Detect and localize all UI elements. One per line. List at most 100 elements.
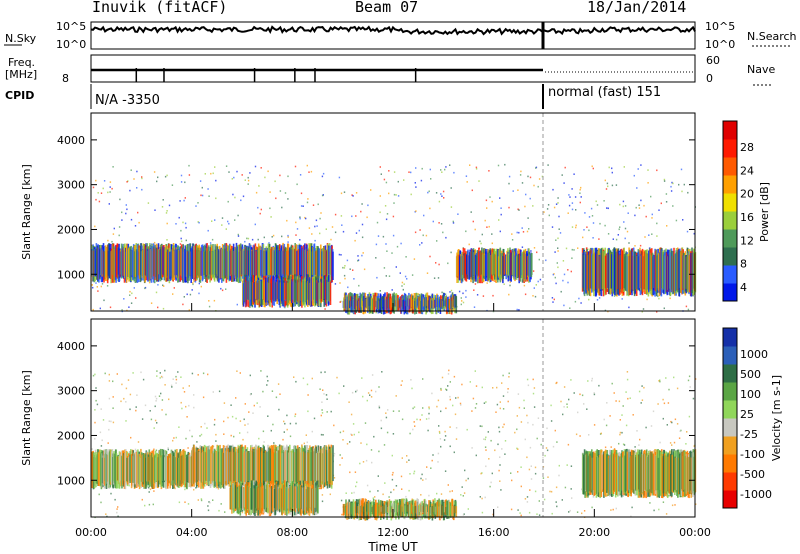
echo-pixel [618, 442, 620, 445]
echo-pixel [618, 400, 621, 403]
echo-pixel [166, 174, 168, 177]
echo-pixel [559, 232, 562, 234]
echo-pixel [175, 375, 177, 378]
echo-pixel [590, 207, 593, 210]
echo-column [365, 504, 368, 520]
echo-pixel [362, 461, 365, 463]
echo-pixel [121, 211, 123, 214]
echo-pixel [638, 204, 640, 206]
echo-pixel [381, 371, 383, 373]
echo-column [362, 498, 364, 515]
echo-pixel [566, 403, 568, 405]
echo-pixel [371, 461, 373, 464]
echo-pixel [412, 428, 414, 431]
echo-pixel [527, 384, 530, 387]
echo-pixel [666, 424, 668, 426]
echo-pixel [386, 213, 389, 215]
echo-pixel [207, 229, 209, 232]
echo-pixel [94, 225, 96, 228]
echo-pixel [180, 237, 182, 240]
echo-pixel [395, 485, 398, 487]
echo-pixel [208, 305, 211, 308]
echo-pixel [534, 490, 537, 493]
nsky-label: N.Sky [5, 32, 37, 45]
echo-pixel [155, 291, 158, 294]
echo-pixel [439, 432, 441, 434]
echo-pixel [217, 487, 220, 490]
echo-pixel [567, 281, 569, 284]
echo-pixel [421, 473, 423, 476]
echo-pixel [484, 446, 487, 448]
echo-pixel [650, 425, 653, 427]
echo-pixel [582, 236, 584, 239]
echo-pixel [579, 435, 581, 437]
echo-pixel [249, 374, 251, 377]
echo-pixel [262, 390, 264, 393]
echo-pixel [237, 214, 239, 217]
echo-pixel [155, 449, 158, 452]
echo-pixel [401, 285, 403, 287]
echo-pixel [125, 204, 127, 206]
echo-pixel [395, 266, 397, 268]
echo-pixel [182, 221, 184, 224]
echo-pixel [557, 237, 559, 240]
echo-pixel [237, 444, 239, 447]
echo-pixel [393, 171, 396, 173]
echo-pixel [333, 452, 336, 455]
echo-pixel [296, 228, 299, 230]
echo-pixel [668, 494, 670, 497]
echo-pixel [533, 247, 536, 249]
echo-pixel [109, 186, 111, 188]
echo-pixel [212, 445, 215, 448]
echo-pixel [483, 438, 485, 440]
echo-pixel [447, 484, 449, 486]
echo-pixel [204, 422, 206, 425]
echo-pixel [347, 286, 349, 289]
echo-pixel [474, 370, 476, 372]
echo-pixel [592, 222, 595, 224]
echo-pixel [321, 412, 324, 414]
echo-pixel [212, 391, 214, 393]
echo-pixel [107, 239, 109, 242]
echo-pixel [474, 407, 477, 409]
echo-pixel [526, 230, 529, 233]
station-title: Inuvik (fitACF) [92, 0, 228, 16]
echo-pixel [507, 400, 509, 403]
echo-pixel [105, 513, 107, 515]
echo-pixel [247, 237, 250, 240]
echo-pixel [534, 295, 537, 298]
echo-pixel [517, 471, 519, 473]
echo-pixel [342, 430, 345, 433]
echo-pixel [331, 226, 334, 228]
echo-pixel [346, 259, 349, 262]
echo-pixel [379, 211, 381, 214]
echo-pixel [303, 442, 305, 445]
nsearch-label: N.Search [747, 30, 797, 43]
colorbar-tick-label: 16 [740, 211, 754, 224]
echo-pixel [355, 215, 357, 217]
echo-pixel [361, 254, 363, 257]
echo-pixel [121, 219, 123, 221]
echo-pixel [110, 420, 112, 423]
echo-pixel [183, 296, 185, 298]
colorbar-tick-label: -25 [740, 428, 758, 441]
colorbar-tick-label: 28 [740, 141, 754, 154]
echo-pixel [636, 430, 638, 432]
echo-pixel [634, 446, 636, 448]
echo-pixel [473, 289, 475, 291]
echo-pixel [475, 166, 478, 169]
echo-pixel [400, 384, 402, 386]
echo-pixel [351, 194, 353, 196]
echo-pixel [581, 394, 584, 397]
echo-pixel [429, 168, 431, 171]
echo-pixel [623, 221, 625, 223]
echo-pixel [535, 284, 537, 286]
colorbar-segment [723, 382, 737, 401]
echo-pixel [571, 248, 573, 251]
echo-pixel [568, 194, 570, 196]
freq-unit: [MHz] [5, 68, 37, 81]
echo-pixel [633, 174, 635, 177]
echo-pixel [398, 410, 400, 412]
echo-pixel [652, 410, 655, 413]
echo-pixel [341, 224, 343, 226]
